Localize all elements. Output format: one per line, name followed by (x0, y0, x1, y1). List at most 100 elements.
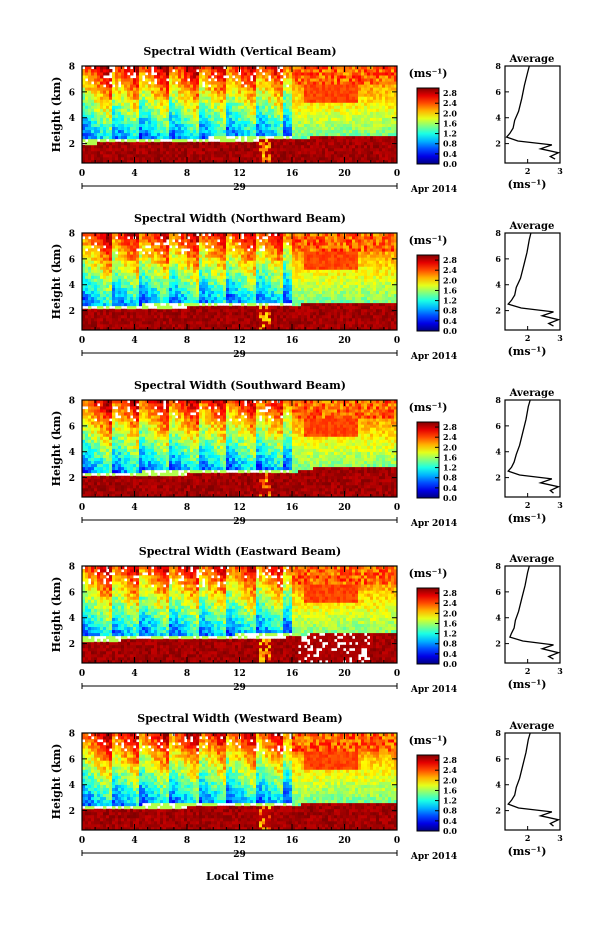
heatmap-cell (304, 87, 308, 91)
heatmap-cell (391, 99, 395, 103)
heatmap-cell (115, 266, 119, 270)
heatmap-cell (346, 159, 350, 164)
heatmap-cell (238, 147, 242, 152)
heatmap-cell (238, 284, 242, 288)
heatmap-cell (148, 138, 152, 143)
heatmap-cell (151, 266, 155, 270)
heatmap-cell (301, 87, 305, 91)
heatmap-cell (100, 287, 104, 291)
heatmap-cell (226, 129, 230, 134)
heatmap-cell (115, 141, 119, 146)
heatmap-cell (100, 147, 104, 152)
heatmap-cell (193, 72, 197, 76)
heatmap-cell (196, 236, 200, 240)
heatmap-cell (274, 147, 278, 152)
heatmap-cell (94, 138, 98, 143)
heatmap-cell (250, 108, 254, 112)
heatmap-cell (181, 242, 185, 246)
heatmap-cell (235, 159, 239, 164)
heatmap-cell (349, 141, 353, 146)
heatmap-cell (337, 126, 341, 131)
heatmap-cell (166, 245, 170, 249)
heatmap-cell (181, 144, 185, 149)
heatmap-cell (154, 251, 158, 255)
heatmap-cell (205, 156, 209, 161)
heatmap-cell (124, 314, 128, 319)
heatmap-cell (187, 287, 191, 291)
heatmap-cell (160, 84, 164, 88)
heatmap-cell (241, 314, 245, 319)
heatmap-cell (166, 320, 170, 325)
heatmap-cell (103, 132, 107, 137)
heatmap-cell (352, 108, 356, 112)
heatmap-cell (88, 111, 92, 115)
heatmap-cell (115, 323, 119, 328)
heatmap-cell (112, 263, 116, 267)
heatmap-cell (244, 90, 248, 94)
heatmap-cell (205, 75, 209, 79)
heatmap-cell (292, 114, 296, 118)
heatmap-cell (307, 81, 311, 85)
heatmap-cell (268, 153, 272, 158)
heatmap-cell (160, 314, 164, 319)
heatmap-cell (85, 323, 89, 328)
heatmap-cell (112, 102, 116, 106)
heatmap-cell (298, 69, 302, 73)
heatmap-cell (184, 84, 188, 88)
heatmap-cell (154, 117, 158, 121)
heatmap-cell (97, 269, 101, 273)
heatmap-cell (208, 126, 212, 131)
heatmap-cell (130, 102, 134, 106)
heatmap-cell (205, 90, 209, 94)
heatmap-cell (196, 272, 200, 276)
heatmap-cell (256, 87, 260, 91)
heatmap-cell (235, 311, 239, 316)
heatmap-cell (208, 305, 212, 310)
heatmap-cell (136, 260, 140, 264)
heatmap-cell (145, 135, 149, 140)
heatmap-cell (169, 311, 173, 316)
heatmap-cell (292, 72, 296, 76)
heatmap-cell (211, 254, 215, 258)
heatmap-cell (82, 75, 86, 79)
heatmap-cell (319, 108, 323, 112)
heatmap-cell (181, 311, 185, 316)
heatmap-cell (130, 302, 134, 307)
heatmap-cell (382, 114, 386, 118)
heatmap-cell (271, 99, 275, 103)
heatmap-cell (322, 126, 326, 131)
heatmap-cell (214, 248, 218, 252)
heatmap-cell (232, 323, 236, 328)
heatmap-cell (370, 81, 374, 85)
heatmap-cell (157, 96, 161, 100)
heatmap-cell (127, 317, 131, 322)
heatmap-cell (298, 108, 302, 112)
heatmap-cell (235, 99, 239, 103)
heatmap-cell (202, 120, 206, 124)
heatmap-cell (271, 87, 275, 91)
heatmap-cell (289, 66, 293, 70)
heatmap-cell (130, 251, 134, 255)
heatmap-cell (106, 147, 110, 152)
heatmap-cell (181, 254, 185, 258)
heatmap-cell (202, 156, 206, 161)
heatmap-cell (184, 257, 188, 261)
heatmap-cell (394, 123, 398, 128)
heatmap-cell (265, 78, 269, 82)
heatmap-cell (148, 135, 152, 140)
heatmap-cell (214, 320, 218, 325)
heatmap-cell (229, 120, 233, 124)
heatmap-cell (346, 150, 350, 155)
heatmap-cell (133, 102, 137, 106)
heatmap-cell (202, 248, 206, 252)
heatmap-cell (130, 317, 134, 322)
heatmap-cell (154, 239, 158, 243)
heatmap-cell (193, 245, 197, 249)
heatmap-cell (118, 233, 122, 237)
heatmap-cell (82, 150, 86, 155)
heatmap-cell (235, 284, 239, 288)
heatmap-cell (118, 257, 122, 261)
heatmap-cell (124, 141, 128, 146)
heatmap-cell (103, 117, 107, 121)
heatmap-cell (208, 323, 212, 328)
